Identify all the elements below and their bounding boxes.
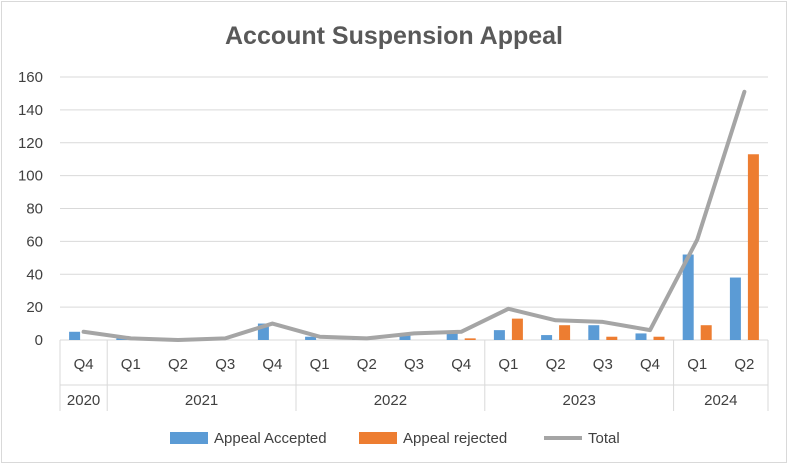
x-tick-label: Q4 xyxy=(451,356,471,373)
y-tick-label: 0 xyxy=(35,332,43,349)
x-tick-label: Q3 xyxy=(404,356,424,373)
bar-appeal-rejected xyxy=(559,325,571,340)
x-tick-label: Q2 xyxy=(734,356,754,373)
x-axis: Q4 Q1 Q2 Q3 Q4 Q1 Q2 Q3 Q4 Q1 Q2 Q3 Q4 Q1 Q2 2020 2021 20… xyxy=(59,340,769,411)
x-tick-label: Q4 xyxy=(640,356,660,373)
y-tick-label: 160 xyxy=(18,69,43,86)
y-axis: 0 20 40 60 80 100 120 140 160 xyxy=(18,69,43,349)
legend-swatch xyxy=(170,432,208,444)
bar-appeal-accepted xyxy=(116,338,128,340)
x-tick-label: Q1 xyxy=(498,356,518,373)
bar-appeal-accepted xyxy=(682,254,694,340)
x-tick-label: Q3 xyxy=(215,356,235,373)
y-tick-label: 40 xyxy=(26,266,43,283)
x-tick-label: Q1 xyxy=(687,356,707,373)
bar-appeal-accepted xyxy=(69,331,81,340)
x-group-label: 2020 xyxy=(67,392,100,409)
bar-appeal-accepted xyxy=(446,333,458,340)
x-tick-label: Q2 xyxy=(546,356,566,373)
bar-appeal-rejected xyxy=(653,336,665,340)
bar-appeal-accepted xyxy=(257,323,269,340)
chart-title: Account Suspension Appeal xyxy=(225,22,563,50)
legend-swatch xyxy=(359,432,397,444)
y-tick-label: 60 xyxy=(26,233,43,250)
bar-appeal-accepted xyxy=(399,335,411,340)
y-tick-label: 100 xyxy=(18,168,43,185)
x-group-label: 2023 xyxy=(563,392,596,409)
total-line xyxy=(81,89,747,342)
legend-label: Total xyxy=(588,430,620,447)
x-tick-label: Q4 xyxy=(74,356,94,373)
x-group-label: 2024 xyxy=(704,392,737,409)
bars xyxy=(69,154,759,340)
x-group-label: 2022 xyxy=(374,392,407,409)
bar-appeal-rejected xyxy=(606,336,618,340)
bar-appeal-rejected xyxy=(511,318,523,340)
y-tick-label: 120 xyxy=(18,135,43,152)
bar-appeal-rejected xyxy=(700,325,712,340)
x-tick-label: Q2 xyxy=(357,356,377,373)
y-tick-label: 80 xyxy=(26,201,43,218)
x-tick-label: Q2 xyxy=(168,356,188,373)
bar-appeal-rejected xyxy=(747,154,759,340)
bar-appeal-accepted xyxy=(493,330,505,340)
x-tick-label: Q3 xyxy=(593,356,613,373)
legend-label: Appeal Accepted xyxy=(214,430,327,447)
bar-appeal-accepted xyxy=(729,277,741,340)
y-tick-label: 20 xyxy=(26,299,43,316)
bar-appeal-rejected xyxy=(464,338,476,340)
gridlines xyxy=(60,76,768,341)
x-group-label: 2021 xyxy=(185,392,218,409)
x-tick-label: Q1 xyxy=(310,356,330,373)
legend: Appeal Accepted Appeal rejected Total xyxy=(170,430,620,447)
x-tick-label: Q1 xyxy=(121,356,141,373)
line-total xyxy=(81,89,747,342)
bar-appeal-accepted xyxy=(305,336,317,340)
legend-label: Appeal rejected xyxy=(403,430,507,447)
bar-appeal-accepted xyxy=(541,335,553,340)
bar-appeal-accepted xyxy=(588,325,600,340)
y-tick-label: 140 xyxy=(18,102,43,119)
bar-appeal-accepted xyxy=(635,333,647,340)
x-tick-label: Q4 xyxy=(262,356,282,373)
